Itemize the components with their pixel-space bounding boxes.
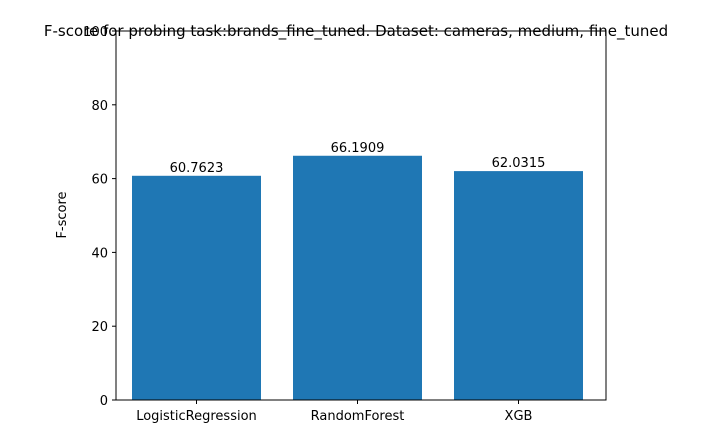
bar-value-label: 66.1909 [331, 141, 385, 156]
bar [454, 171, 583, 400]
bar-value-label: 62.0315 [492, 156, 546, 171]
bar [132, 175, 261, 400]
x-tick-label: LogisticRegression [136, 409, 257, 424]
y-tick-label: 100 [83, 25, 108, 40]
y-tick-label: 40 [91, 246, 108, 261]
y-tick-label: 60 [91, 173, 108, 188]
y-axis-label: F-score [55, 191, 70, 238]
y-tick-label: 20 [91, 320, 108, 335]
bar-value-label: 60.7623 [170, 161, 224, 176]
axes-frame [115, 30, 607, 401]
plot-area: 60.7623 LogisticRegression 66.1909 RandomFo… [83, 25, 607, 424]
y-tick-label: 0 [100, 394, 108, 409]
bar [293, 155, 422, 400]
x-tick-label: XGB [505, 409, 533, 424]
y-tick-label: 80 [91, 99, 108, 114]
x-tick-label: RandomForest [311, 409, 405, 424]
